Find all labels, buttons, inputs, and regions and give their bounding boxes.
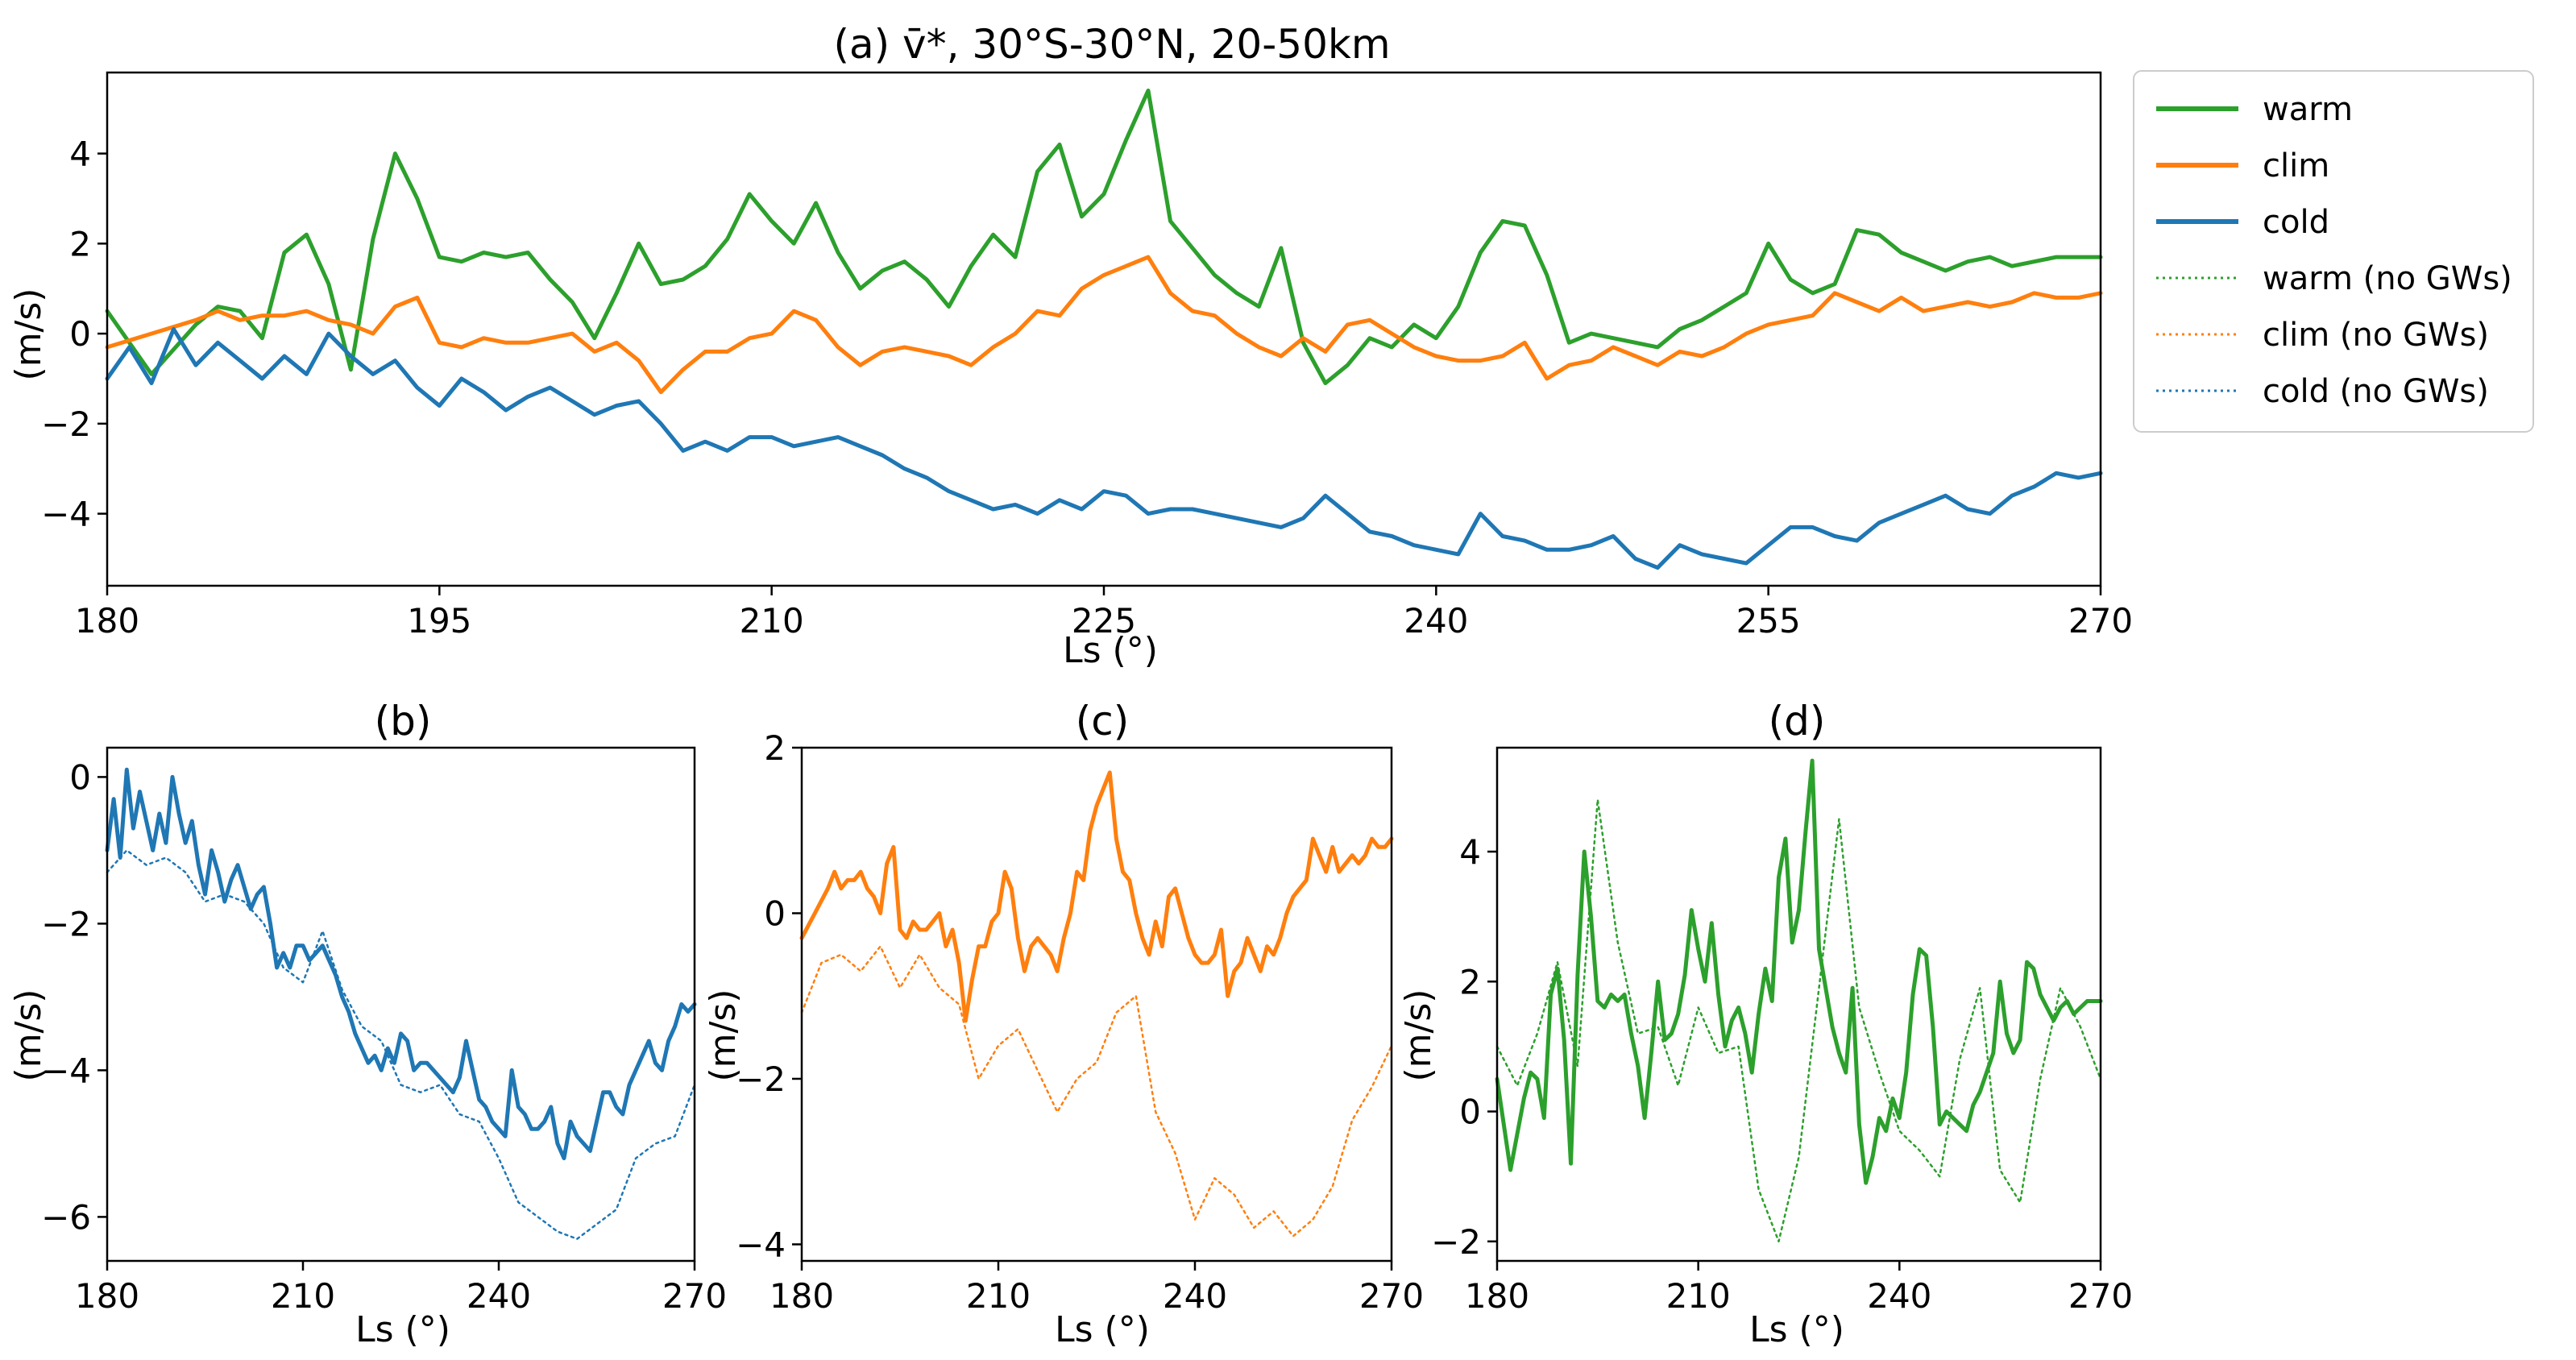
legend-box: [2133, 70, 2534, 433]
axes-frame: [1495, 746, 2102, 1263]
panel-d-plot: 180 210 240 270 −2 0 2 4: [1431, 746, 2133, 1316]
x-tick-label: 270: [662, 1276, 727, 1316]
y-tick-label: −2: [736, 1059, 786, 1099]
axes-frame: [106, 71, 2102, 587]
y-tick-label: −2: [41, 904, 91, 943]
legend-label-cold: cold: [2263, 204, 2329, 241]
legend-label-cold-no-gws: cold (no GWs): [2263, 373, 2489, 410]
x-tick-label: 180: [75, 601, 139, 641]
x-tick-label: 240: [1163, 1276, 1227, 1316]
x-tick-label: 180: [769, 1276, 834, 1316]
series-line-warm: [105, 88, 2103, 386]
panel-a-xlabel: Ls (°): [1063, 630, 1158, 671]
y-tick-label: 4: [1459, 832, 1481, 872]
x-tick-label: 210: [1666, 1276, 1731, 1316]
series-line-cold: [105, 767, 697, 1161]
panel-a-title: (a) v̄*, 30°S-30°N, 20-50km: [833, 21, 1390, 68]
panel-d-title: (d): [1769, 698, 1826, 744]
x-tick-label: 270: [1359, 1276, 1424, 1316]
x-tick-label: 180: [1465, 1276, 1529, 1316]
y-tick-label: 0: [69, 314, 91, 354]
panel-c: (c) 180 210 240 270 −4 −2 0 2 Ls (°) (m/s): [703, 698, 1424, 1350]
x-tick-label: 270: [2068, 601, 2133, 641]
panel-a: (a) v̄*, 30°S-30°N, 20-50km 180 195 210 225…: [8, 21, 2133, 671]
panel-a-ylabel: (m/s): [8, 288, 49, 381]
legend-label-clim: clim: [2263, 147, 2329, 185]
panel-b-plot: 180 210 240 270 −6 −4 −2 0: [41, 746, 727, 1316]
axes-frame: [800, 746, 1393, 1263]
y-tick-label: 0: [69, 757, 91, 797]
series-line-warm: [1495, 758, 2103, 1185]
panel-d: (d) 180 210 240 270 −2 0 2 4 Ls (°) (m/s): [1398, 698, 2133, 1350]
axes-frame: [106, 746, 696, 1263]
y-tick-label: 2: [764, 728, 786, 768]
x-tick-label: 270: [2068, 1276, 2133, 1316]
x-tick-label: 210: [271, 1276, 335, 1316]
panel-c-xlabel: Ls (°): [1055, 1309, 1150, 1350]
series-line-cold: [105, 327, 2103, 570]
legend: warm clim cold warm (no GWs) clim (no GW…: [2133, 70, 2534, 433]
panel-b: (b) 180 210 240 270 −6 −4 −2 0 Ls (°) (m/s): [8, 698, 727, 1350]
x-tick-label: 225: [1072, 601, 1136, 641]
panel-d-ylabel: (m/s): [1398, 989, 1439, 1082]
y-tick-label: −4: [41, 495, 91, 534]
y-tick-label: 0: [764, 894, 786, 933]
legend-label-warm: warm: [2263, 91, 2353, 128]
panel-b-title: (b): [375, 698, 432, 744]
y-tick-label: −2: [41, 404, 91, 444]
y-tick-label: 4: [69, 135, 91, 174]
legend-label-warm-no-gws: warm (no GWs): [2263, 260, 2512, 297]
panel-c-title: (c): [1076, 698, 1130, 744]
x-tick-label: 210: [740, 601, 804, 641]
series-line-clim: [799, 770, 1394, 1023]
y-tick-label: −4: [41, 1051, 91, 1090]
x-tick-label: 210: [966, 1276, 1031, 1316]
panel-b-ylabel: (m/s): [8, 989, 49, 1082]
series-line-clim: [105, 255, 2103, 395]
panel-a-plot: 180 195 210 225 240 255 270 −4 −2 0 2 4: [41, 71, 2133, 641]
x-tick-label: 240: [1404, 601, 1468, 641]
x-tick-label: 240: [467, 1276, 531, 1316]
x-tick-label: 195: [407, 601, 471, 641]
y-tick-label: −2: [1431, 1222, 1481, 1262]
panel-b-xlabel: Ls (°): [355, 1309, 450, 1350]
panel-d-xlabel: Ls (°): [1749, 1309, 1844, 1350]
series-line-clim-no-gws: [800, 945, 1393, 1238]
y-tick-label: −4: [736, 1225, 786, 1264]
y-tick-label: 2: [69, 224, 91, 263]
x-tick-label: 180: [75, 1276, 139, 1316]
y-tick-label: 2: [1459, 962, 1481, 1001]
legend-label-clim-no-gws: clim (no GWs): [2263, 317, 2489, 354]
panel-c-ylabel: (m/s): [703, 989, 744, 1082]
y-tick-label: −6: [41, 1197, 91, 1237]
series-line-cold-no-gws: [106, 849, 696, 1240]
x-tick-label: 240: [1867, 1276, 1931, 1316]
y-tick-label: 0: [1459, 1093, 1481, 1132]
panel-c-plot: 180 210 240 270 −4 −2 0 2: [736, 728, 1424, 1316]
x-tick-label: 255: [1736, 601, 1801, 641]
